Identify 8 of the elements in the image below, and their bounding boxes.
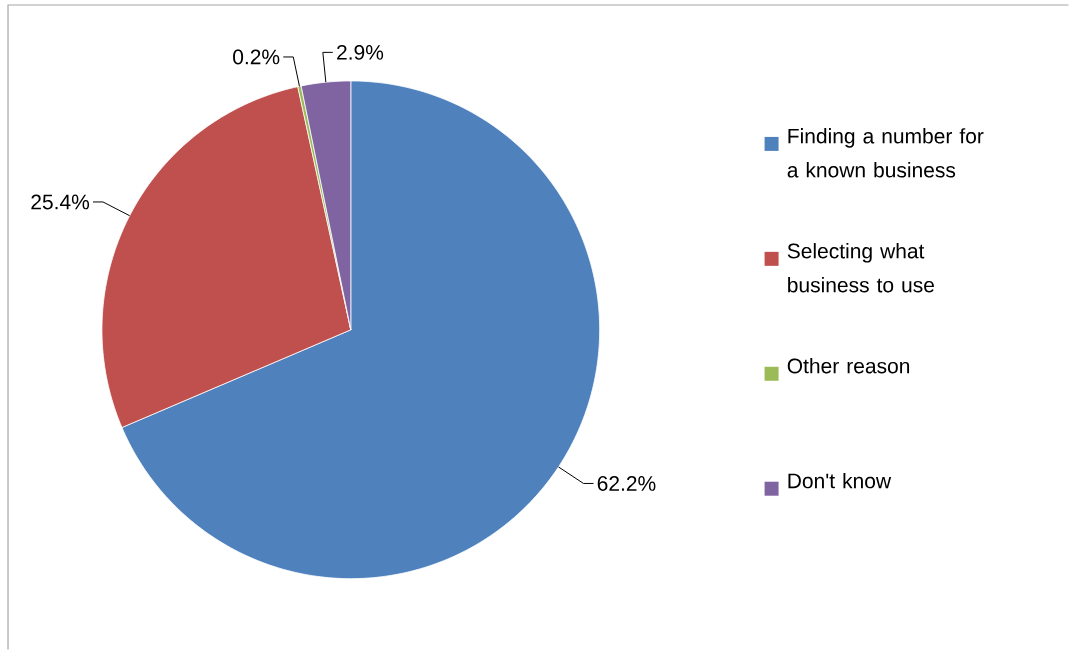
legend-label: Other reason — [787, 357, 910, 374]
legend-label: Don't know — [788, 472, 892, 489]
data-label: 25.4% — [31, 194, 90, 210]
legend-label: Selecting what business to use — [787, 242, 934, 293]
legend-label: Finding a number for a known business — [787, 128, 984, 178]
data-label: 2.9% — [337, 44, 384, 60]
data-label: 0.2% — [233, 49, 280, 65]
data-label: 62.2% — [597, 475, 656, 491]
